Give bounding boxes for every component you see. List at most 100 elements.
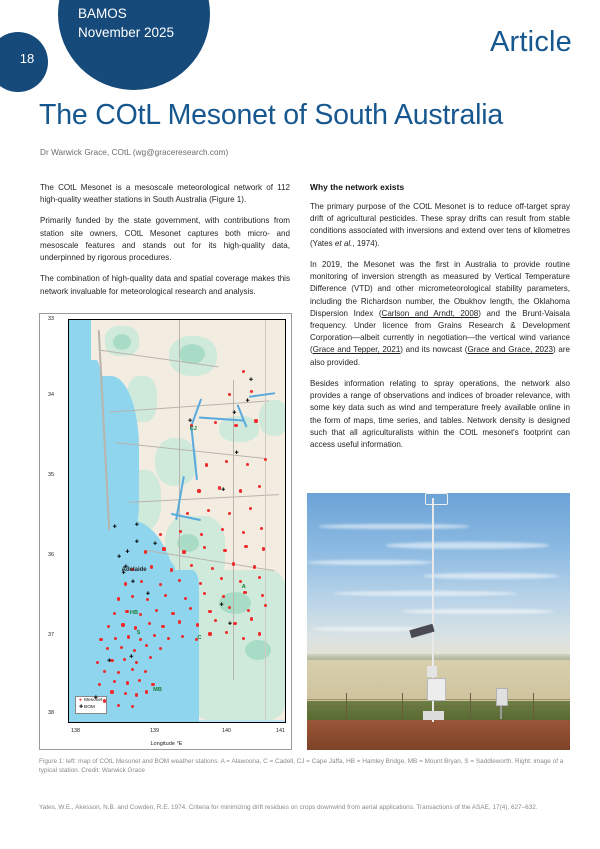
mesonet-station-marker[interactable] [190,423,194,428]
mesonet-station-marker[interactable] [121,623,125,627]
mesonet-station-marker[interactable] [130,668,135,672]
bom-station-marker[interactable]: ✚ [221,486,226,493]
mesonet-station-marker[interactable] [227,511,231,515]
mesonet-station-marker[interactable] [153,633,157,638]
mesonet-station-marker[interactable] [222,595,226,599]
mesonet-station-marker[interactable] [110,690,114,694]
bom-station-marker[interactable]: ✚ [232,410,237,417]
mesonet-station-marker[interactable] [225,630,229,635]
mesonet-station-marker[interactable] [225,459,229,463]
mesonet-station-marker[interactable] [245,462,249,466]
mesonet-station-marker[interactable] [258,484,262,489]
mesonet-station-marker[interactable] [166,636,171,640]
citation-grace-tepper[interactable]: Grace and Tepper, 2021 [312,345,401,355]
mesonet-station-marker[interactable] [208,610,212,614]
mesonet-station-marker[interactable] [217,486,222,490]
mesonet-station-marker[interactable] [110,659,114,663]
mesonet-station-marker[interactable] [199,581,203,585]
mesonet-station-marker[interactable] [189,607,193,611]
mesonet-station-marker[interactable] [164,593,168,597]
bom-station-marker[interactable]: ✚ [107,658,112,665]
mesonet-station-marker[interactable] [238,489,243,493]
mesonet-station-marker[interactable] [182,550,186,554]
mesonet-station-marker[interactable] [179,529,183,533]
mesonet-station-marker[interactable] [190,563,194,568]
mesonet-station-marker[interactable] [127,635,131,639]
mesonet-station-marker[interactable] [122,657,126,661]
mesonet-station-marker[interactable] [150,565,154,569]
mesonet-station-marker[interactable] [263,458,267,462]
bom-station-marker[interactable]: ✚ [245,397,250,404]
mesonet-station-marker[interactable] [117,671,121,675]
bom-station-marker[interactable]: ✚ [227,620,233,627]
bom-station-marker[interactable]: ✚ [153,540,158,547]
mesonet-station-marker[interactable] [232,562,236,566]
mesonet-station-marker[interactable] [262,547,266,551]
mesonet-station-marker[interactable] [133,626,137,630]
mesonet-station-marker[interactable] [130,595,135,599]
mesonet-station-marker[interactable] [134,660,138,664]
mesonet-station-marker[interactable] [249,389,254,393]
mesonet-station-marker[interactable] [202,546,207,550]
mesonet-station-marker[interactable] [162,547,166,551]
mesonet-station-marker[interactable] [138,678,142,682]
mesonet-station-marker[interactable] [208,632,212,636]
mesonet-station-marker[interactable] [144,644,148,648]
mesonet-station-marker[interactable] [263,604,267,608]
mesonet-station-marker[interactable] [119,645,123,649]
mesonet-station-marker[interactable] [117,703,121,707]
mesonet-station-marker[interactable] [112,611,116,615]
mesonet-station-marker[interactable] [105,647,110,651]
mesonet-station-marker[interactable] [258,575,262,579]
mesonet-station-marker[interactable] [158,532,162,536]
bom-station-marker[interactable]: ✚ [123,564,128,571]
mesonet-station-marker[interactable] [252,565,256,569]
mesonet-station-marker[interactable] [244,544,248,548]
mesonet-station-marker[interactable] [171,611,175,615]
mesonet-station-marker[interactable] [112,680,116,684]
mesonet-station-marker[interactable] [254,419,258,423]
mesonet-station-marker[interactable] [200,532,204,536]
mesonet-station-marker[interactable] [97,682,101,687]
mesonet-station-marker[interactable] [107,624,111,629]
mesonet-station-marker[interactable] [114,636,118,640]
bom-station-marker[interactable]: ✚ [234,449,239,456]
mesonet-station-marker[interactable] [204,463,208,467]
mesonet-station-marker[interactable] [194,638,198,642]
bom-station-marker[interactable]: ✚ [248,376,254,383]
citation-carlson-arndt[interactable]: Carlson and Arndt, 2008 [381,308,479,318]
mesonet-station-marker[interactable] [183,596,187,600]
bom-station-marker[interactable]: ✚ [93,695,98,702]
bom-station-marker[interactable]: ✚ [125,549,130,556]
mesonet-station-marker[interactable] [139,613,143,617]
mesonet-station-marker[interactable] [249,617,254,621]
citation-grace-grace[interactable]: Grace and Grace, 2023 [467,345,553,355]
mesonet-station-marker[interactable] [219,577,223,581]
mesonet-station-marker[interactable] [241,636,245,640]
mesonet-station-marker[interactable] [132,648,136,652]
mesonet-station-marker[interactable] [123,582,127,586]
mesonet-station-marker[interactable] [223,548,227,553]
mesonet-station-marker[interactable] [227,605,231,609]
bom-station-marker[interactable]: ✚ [145,591,151,598]
mesonet-station-marker[interactable] [206,508,210,512]
mesonet-station-marker[interactable] [151,682,155,687]
mesonet-station-marker[interactable] [147,621,151,626]
bom-station-marker[interactable]: ✚ [130,579,136,586]
mesonet-station-marker[interactable] [123,691,127,696]
mesonet-station-marker[interactable] [140,580,144,584]
bom-station-marker[interactable]: ✚ [129,653,134,660]
mesonet-station-marker[interactable] [125,681,130,685]
mesonet-station-marker[interactable] [144,690,148,694]
bom-station-marker[interactable]: ✚ [187,417,193,424]
mesonet-station-marker[interactable] [241,370,245,374]
mesonet-station-marker[interactable] [130,567,135,571]
mesonet-station-marker[interactable] [169,568,173,572]
mesonet-station-marker[interactable] [186,511,190,515]
mesonet-station-marker[interactable] [247,608,251,612]
mesonet-station-marker[interactable] [158,583,162,587]
mesonet-station-marker[interactable] [243,590,247,594]
mesonet-station-marker[interactable] [143,669,147,673]
mesonet-station-marker[interactable] [96,660,100,664]
mesonet-station-marker[interactable] [221,528,225,532]
